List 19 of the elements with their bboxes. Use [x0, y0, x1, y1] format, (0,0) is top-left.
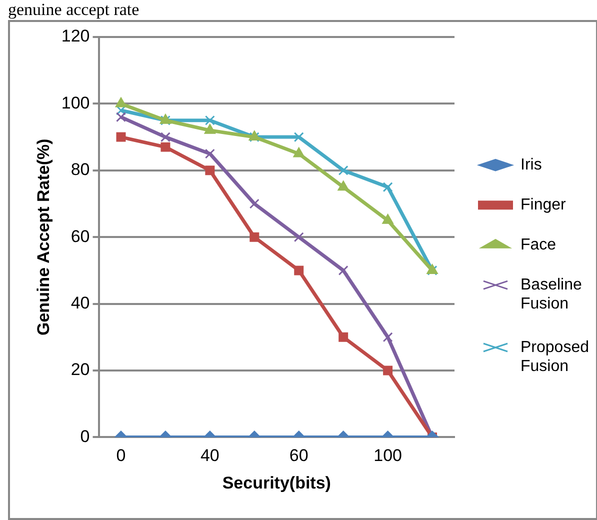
- y-tick-label: 100: [61, 93, 90, 112]
- legend-label: Finger: [520, 196, 567, 214]
- y-tick-label: 120: [61, 26, 90, 46]
- y-tick-label: 40: [70, 293, 90, 312]
- legend-label: Proposed Fusion: [520, 338, 589, 376]
- x-axis-title: Security(bits): [222, 473, 331, 492]
- y-tick-label: 0: [80, 426, 90, 446]
- x-tick-label: 100: [374, 446, 402, 466]
- y-tick-label: 60: [70, 226, 90, 246]
- x-tick-label: 0: [116, 446, 126, 466]
- y-tick-label: 20: [70, 360, 90, 380]
- text: genuine accept rate: [8, 0, 140, 20]
- y-tick-label: 80: [70, 160, 90, 180]
- x-tick-label: 40: [200, 446, 220, 466]
- y-axis-title: Genuine Accept Rate(%): [34, 138, 53, 336]
- legend-label: Baseline Fusion: [520, 276, 582, 313]
- legend-label: Iris: [520, 156, 542, 174]
- legend-label: Face: [520, 236, 556, 254]
- x-tick-label: 60: [289, 446, 308, 466]
